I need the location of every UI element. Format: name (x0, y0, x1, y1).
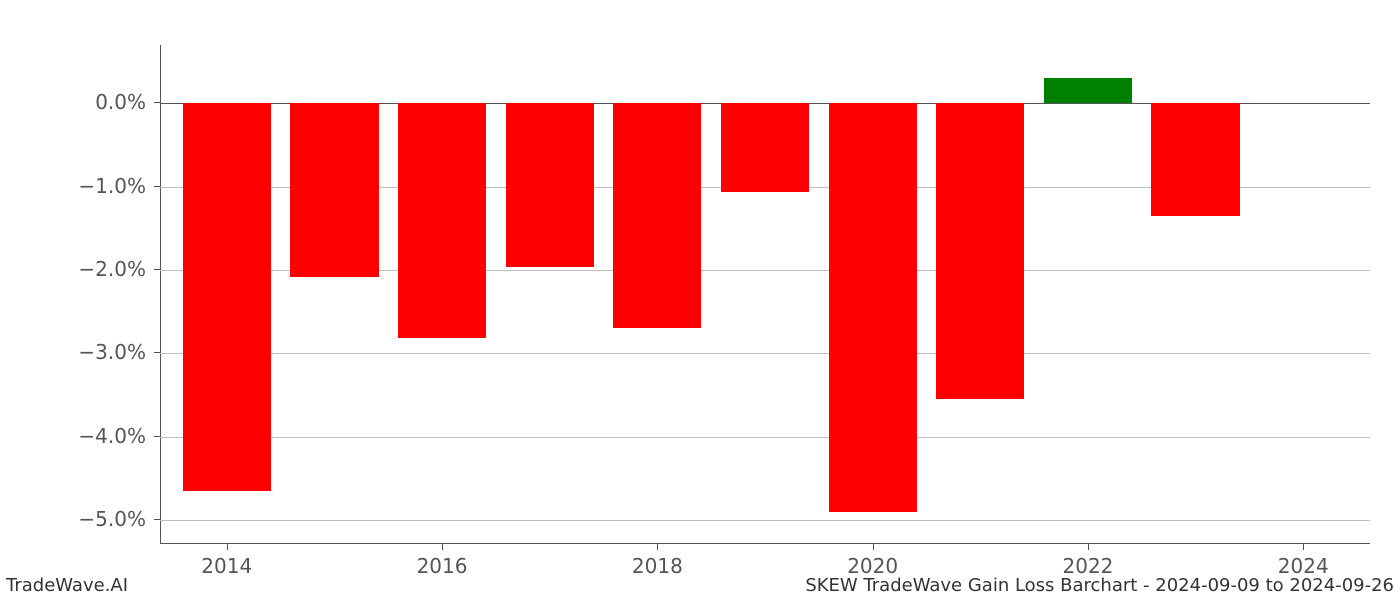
bar (721, 103, 809, 192)
grid-line (160, 520, 1370, 521)
footer-left-text: TradeWave.AI (6, 575, 128, 596)
bar (829, 103, 917, 511)
y-tick-mark (154, 352, 160, 353)
y-tick-mark (154, 269, 160, 270)
x-tick-mark (227, 544, 228, 550)
grid-line (160, 437, 1370, 438)
axis-spine-left (160, 45, 161, 544)
y-tick-label: −5.0% (0, 507, 146, 531)
y-tick-label: −2.0% (0, 257, 146, 281)
y-tick-label: −1.0% (0, 174, 146, 198)
y-tick-label: −3.0% (0, 340, 146, 364)
bar (290, 103, 378, 276)
x-tick-mark (1088, 544, 1089, 550)
footer-right-text: SKEW TradeWave Gain Loss Barchart - 2024… (805, 575, 1394, 596)
grid-line (160, 353, 1370, 354)
x-tick-mark (657, 544, 658, 550)
chart-container: TradeWave.AI SKEW TradeWave Gain Loss Ba… (0, 0, 1400, 600)
y-tick-label: −4.0% (0, 424, 146, 448)
bar (936, 103, 1024, 399)
bar (1044, 78, 1132, 103)
x-tick-mark (873, 544, 874, 550)
bar (183, 103, 271, 491)
x-tick-mark (442, 544, 443, 550)
y-tick-label: 0.0% (0, 90, 146, 114)
x-tick-label: 2024 (1278, 554, 1329, 578)
bar (398, 103, 486, 338)
plot-area (160, 44, 1370, 544)
y-tick-mark (154, 436, 160, 437)
axis-spine-bottom (160, 543, 1370, 544)
x-tick-label: 2016 (417, 554, 468, 578)
y-tick-mark (154, 102, 160, 103)
y-tick-mark (154, 519, 160, 520)
x-tick-label: 2014 (201, 554, 252, 578)
bar (1151, 103, 1239, 216)
bar (506, 103, 594, 267)
x-tick-mark (1303, 544, 1304, 550)
x-tick-label: 2022 (1063, 554, 1114, 578)
bar (613, 103, 701, 328)
y-tick-mark (154, 186, 160, 187)
x-tick-label: 2020 (847, 554, 898, 578)
x-tick-label: 2018 (632, 554, 683, 578)
